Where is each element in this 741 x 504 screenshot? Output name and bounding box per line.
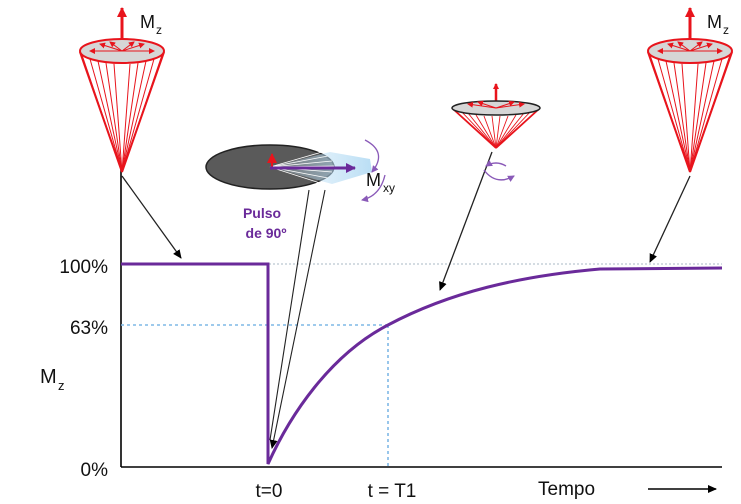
- y-axis-label: M z: [40, 366, 65, 393]
- x-tick-t0: t=0: [256, 481, 283, 502]
- mz-recovery-curve: [121, 262, 723, 465]
- svg-text:z: z: [58, 378, 65, 393]
- pointer-mid-cone: [439, 151, 493, 291]
- y-tick-63: 63%: [70, 318, 108, 339]
- pointer-right-cone: [649, 175, 691, 263]
- pointer-pulse: [269, 189, 326, 449]
- x-axis-label: Tempo: [538, 479, 595, 500]
- pointer-left-cone: [121, 175, 182, 259]
- middle-recovery-cone: [451, 83, 541, 182]
- x-tick-t1: t = T1: [368, 481, 417, 502]
- pulse-label-line2: de 90º: [246, 225, 287, 241]
- y-tick-100: 100%: [59, 257, 108, 278]
- left-precession-cone: M z: [79, 7, 165, 173]
- y-tick-0: 0%: [81, 460, 109, 481]
- right-cone-label: M: [707, 12, 722, 32]
- left-cone-label-sub: z: [156, 23, 162, 37]
- transverse-label: M: [366, 170, 381, 190]
- transverse-magnetization-disk: M xy: [205, 139, 395, 203]
- right-precession-cone: M z: [647, 7, 733, 173]
- right-cone-label-sub: z: [723, 23, 729, 37]
- left-cone-label: M: [140, 12, 155, 32]
- pointer-pulse-second: [269, 189, 310, 441]
- svg-text:M: M: [40, 366, 57, 388]
- pulse-label-line1: Pulso: [243, 205, 281, 221]
- transverse-label-sub: xy: [383, 181, 395, 195]
